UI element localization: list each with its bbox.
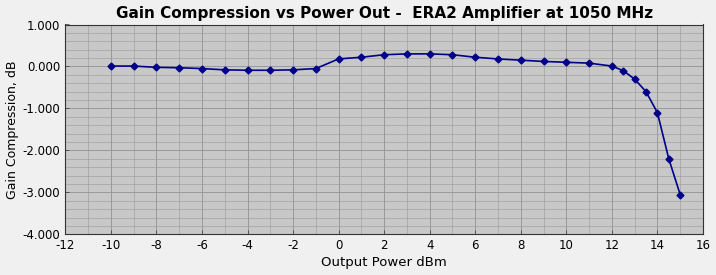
Y-axis label: Gain Compression, dB: Gain Compression, dB: [6, 60, 19, 199]
X-axis label: Output Power dBm: Output Power dBm: [321, 257, 447, 269]
Title: Gain Compression vs Power Out -  ERA2 Amplifier at 1050 MHz: Gain Compression vs Power Out - ERA2 Amp…: [115, 6, 653, 21]
